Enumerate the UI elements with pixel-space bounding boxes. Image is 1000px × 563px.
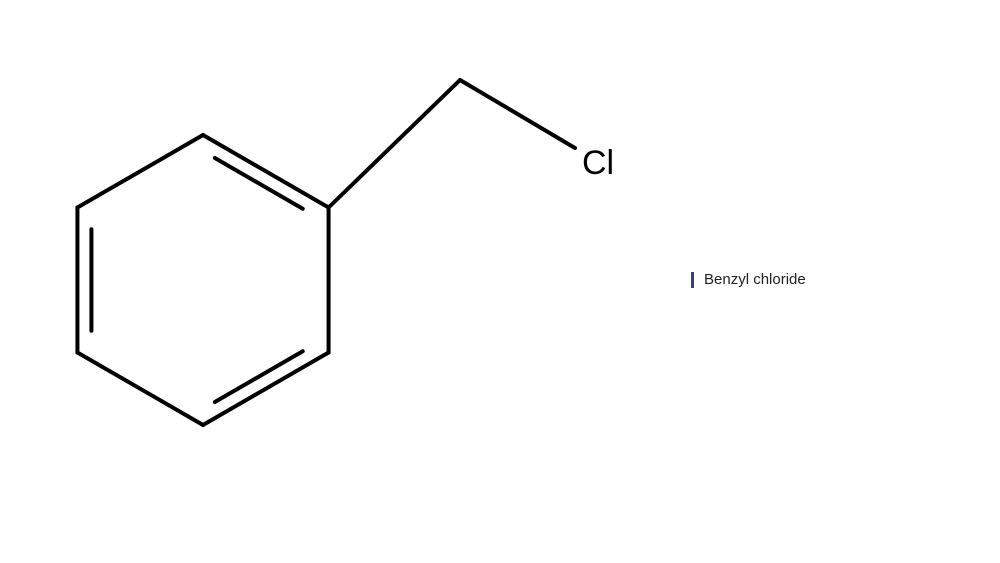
compound-name-text: Benzyl chloride [704,271,806,288]
molecule-diagram [0,0,1000,563]
caption-accent-bar [691,272,694,288]
compound-caption: Benzyl chloride [691,271,806,288]
chlorine-atom-label: Cl [582,144,614,183]
